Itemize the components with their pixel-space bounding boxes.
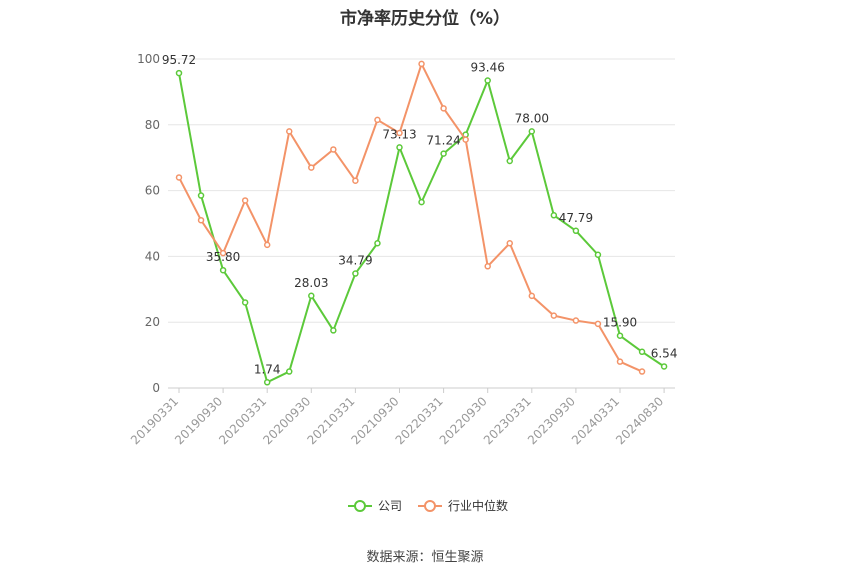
series-line-1 [178, 62, 643, 373]
legend-swatch-marker [424, 500, 436, 512]
legend-label: 行业中位数 [448, 498, 508, 513]
data-point-1 [418, 60, 425, 68]
data-point-0 [506, 157, 513, 165]
data-label: 1.74 [254, 362, 281, 376]
data-point-1 [175, 174, 183, 181]
chart-title: 市净率历史分位（%） [339, 9, 511, 29]
data-label: 93.46 [471, 61, 505, 75]
data-point-0 [352, 270, 359, 277]
data-point-0 [308, 292, 315, 300]
data-source: 数据来源：恒生聚源 [366, 550, 484, 565]
data-point-1 [440, 105, 447, 112]
data-label: 28.03 [294, 276, 328, 290]
data-point-1 [308, 164, 315, 171]
data-point-1 [352, 177, 359, 184]
y-tick-label: 100 [137, 52, 160, 66]
data-point-0 [616, 332, 624, 339]
data-point-0 [638, 348, 646, 356]
data-point-1 [396, 129, 403, 137]
data-point-0 [330, 327, 337, 334]
data-point-1 [594, 320, 602, 328]
y-tick-label: 80 [145, 118, 160, 132]
data-label: 71.24 [426, 134, 460, 148]
y-tick-label: 40 [145, 249, 160, 263]
data-point-1 [616, 358, 624, 365]
data-point-0 [263, 379, 271, 386]
data-point-1 [484, 263, 491, 270]
legend-swatch-marker [354, 500, 366, 512]
data-point-1 [374, 116, 381, 124]
data-point-1 [638, 368, 646, 375]
data-labels: 95.72 35.80 1.74 28.03 34.79 73.13 71.24 93.46 7… [162, 53, 678, 376]
data-point-1 [197, 216, 205, 224]
data-point-0 [528, 128, 536, 135]
data-point-1 [241, 197, 249, 204]
data-point-1 [550, 312, 558, 319]
line-chart: 0 20 40 60 80 100 201903312019093020200331202… [128, 52, 678, 513]
data-label: 6.54 [651, 346, 678, 360]
data-point-1 [330, 146, 337, 153]
data-point-1 [263, 241, 271, 249]
series-lines [175, 60, 668, 386]
y-tick-label: 0 [152, 381, 160, 395]
data-point-0 [396, 144, 403, 151]
data-point-0 [660, 363, 668, 370]
data-point-0 [374, 239, 381, 247]
data-point-0 [241, 299, 249, 306]
data-point-0 [219, 266, 227, 274]
grid-lines [168, 58, 675, 389]
data-point-1 [572, 317, 580, 324]
data-label: 78.00 [515, 111, 549, 125]
legend: 公司 行业中位数 [348, 498, 508, 513]
data-point-0 [418, 198, 425, 206]
legend-label: 公司 [378, 499, 402, 513]
data-point-0 [197, 192, 205, 199]
data-point-0 [484, 77, 491, 84]
data-point-0 [286, 368, 293, 375]
data-point-1 [286, 128, 293, 135]
data-label: 15.90 [603, 316, 637, 330]
data-point-0 [550, 212, 558, 219]
data-label: 35.80 [206, 250, 240, 264]
data-label: 95.72 [162, 53, 196, 67]
series-line-0 [178, 72, 665, 384]
y-tick-label: 60 [145, 184, 160, 198]
data-point-1 [528, 292, 536, 300]
y-tick-label: 20 [145, 315, 160, 329]
data-point-0 [440, 150, 447, 157]
x-axis: 2019033120190930202003312020093020210331… [128, 388, 666, 447]
data-label: 47.79 [559, 211, 593, 225]
data-point-0 [594, 251, 602, 259]
y-axis: 0 20 40 60 80 100 [137, 52, 160, 395]
data-label: 34.79 [338, 254, 372, 268]
data-point-0 [175, 69, 183, 77]
x-tick-label: 20240830 [613, 394, 666, 447]
data-point-1 [462, 136, 469, 143]
data-point-0 [572, 227, 580, 235]
data-point-1 [506, 239, 513, 247]
data-point-1 [219, 249, 227, 257]
data-label: 73.13 [382, 127, 416, 141]
